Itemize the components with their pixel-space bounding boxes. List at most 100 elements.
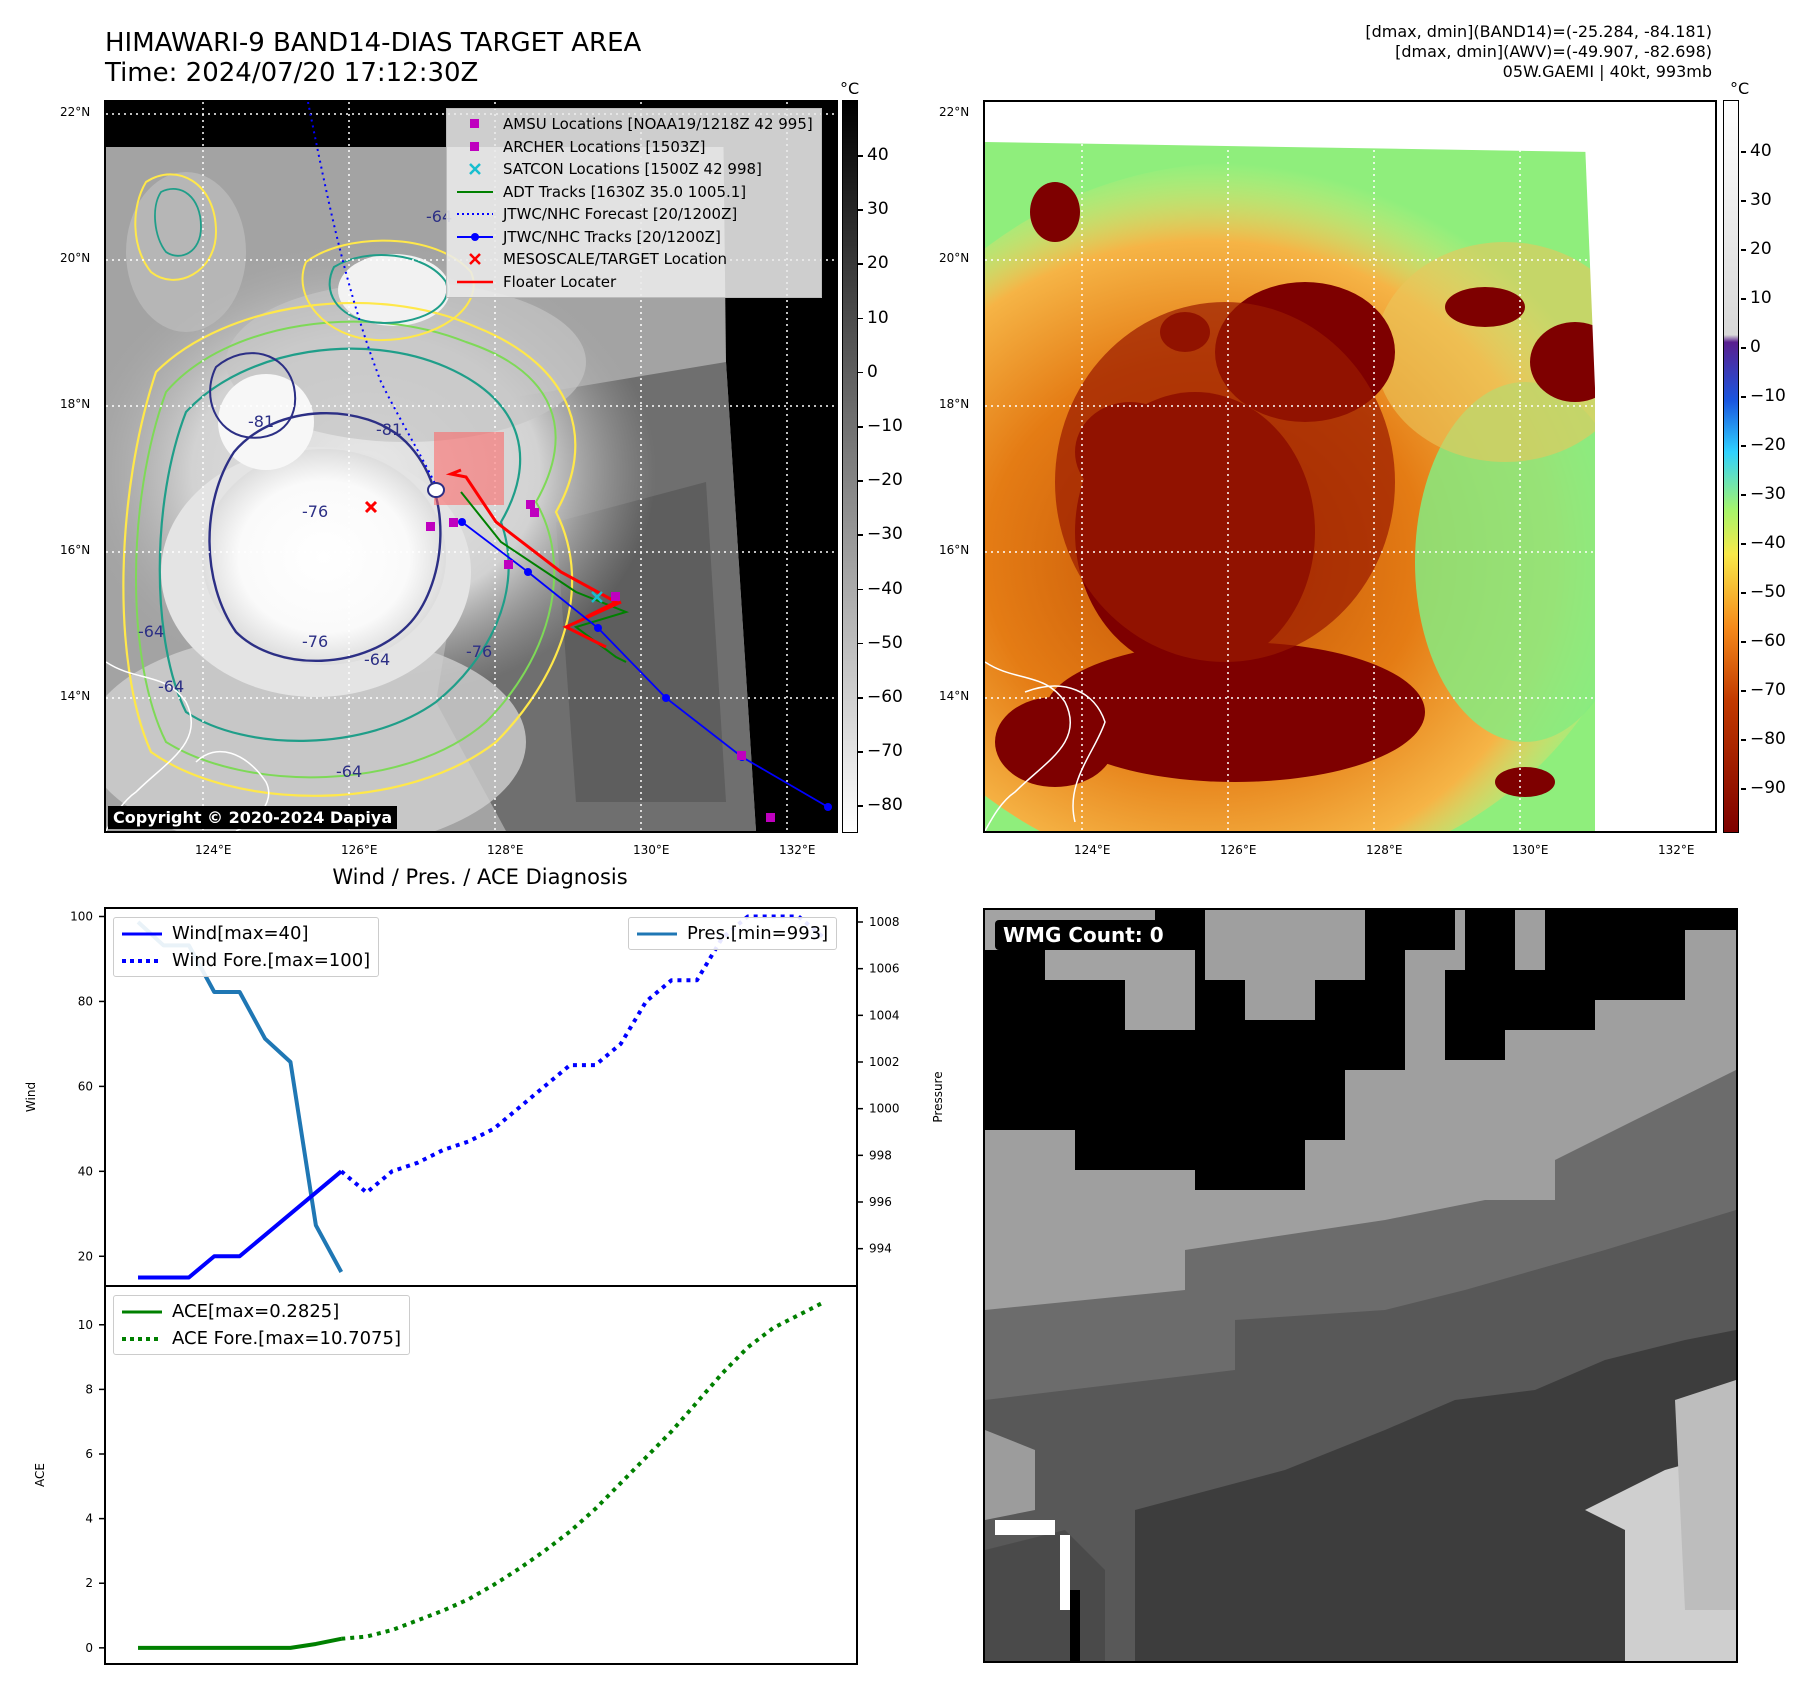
colorbar-tick-mark xyxy=(858,426,863,428)
colorbar-tick-label: −50 xyxy=(867,632,903,653)
colorbar-tick-mark xyxy=(1741,592,1746,594)
wind-tick-label: 20 xyxy=(78,1249,93,1263)
colorbar-tick-mark xyxy=(858,751,863,753)
map-legend: AMSU Locations [NOAA19/1218Z 42 995] ARC… xyxy=(446,108,822,298)
legend-floater: Floater Locater xyxy=(457,272,617,291)
header-storm-info: 05W.GAEMI | 40kt, 993mb xyxy=(1502,62,1712,81)
colorbar-tick-mark xyxy=(1741,249,1746,251)
pressure-tick-label: 994 xyxy=(869,1242,892,1256)
right-colorbar-unit: °C xyxy=(1730,79,1750,98)
left-colorbar xyxy=(842,100,858,833)
ace-tick-label: 8 xyxy=(85,1382,93,1396)
ace-tick-label: 4 xyxy=(85,1512,93,1526)
legend-amsu: AMSU Locations [NOAA19/1218Z 42 995] xyxy=(455,113,813,136)
colorbar-tick-mark xyxy=(1741,690,1746,692)
copyright-badge: Copyright © 2020-2024 Dapiya xyxy=(108,806,398,829)
lat-label: 16°N xyxy=(60,543,91,557)
contour-label: -64 xyxy=(138,622,165,641)
figure-timestamp: Time: 2024/07/20 17:12:30Z xyxy=(105,58,479,88)
colorbar-tick-label: −30 xyxy=(1750,484,1786,504)
colorbar-tick-label: 30 xyxy=(867,199,889,220)
colorbar-tick-mark xyxy=(1741,739,1746,741)
contour-label: -64 xyxy=(336,762,363,781)
legend-ace-forecast: ACE Fore.[max=10.7075] xyxy=(122,1328,401,1349)
wind-tick-label: 60 xyxy=(78,1079,93,1093)
colorbar-tick-label: 10 xyxy=(867,307,889,328)
colorbar-tick-mark xyxy=(1741,200,1746,202)
right-colorbar xyxy=(1723,100,1739,833)
ace-tick-label: 6 xyxy=(85,1447,93,1461)
colorbar-tick-label: −30 xyxy=(867,524,903,545)
legend-jtwc-tracks: JTWC/NHC Tracks [20/1200Z] xyxy=(455,226,813,249)
pressure-tick-label: 1002 xyxy=(869,1055,900,1069)
lat-label: 14°N xyxy=(939,689,970,703)
pressure-tick-label: 996 xyxy=(869,1195,892,1209)
colorbar-tick-label: −40 xyxy=(1750,533,1786,553)
pressure-tick-label: 998 xyxy=(869,1148,892,1162)
colorbar-tick-mark xyxy=(858,697,863,699)
colorbar-tick-mark xyxy=(858,642,863,645)
colorbar-tick-mark xyxy=(1741,396,1746,398)
ace-forecast-line xyxy=(341,1300,825,1641)
wind-forecast-line xyxy=(339,914,826,1195)
awv-map-panel xyxy=(983,100,1717,833)
legend-wind: Wind[max=40] xyxy=(122,923,309,944)
pressure-legend: Pres.[min=993] xyxy=(628,917,838,950)
lat-label: 22°N xyxy=(60,105,91,119)
colorbar-tick-mark xyxy=(858,263,863,265)
colorbar-tick-label: −10 xyxy=(1750,386,1786,406)
colorbar-tick-label: −40 xyxy=(867,578,903,599)
colorbar-tick-mark xyxy=(1741,298,1746,300)
legend-jtwc-forecast: JTWC/NHC Forecast [20/1200Z] xyxy=(457,205,738,223)
contour-label: -64 xyxy=(364,650,391,669)
lon-label: 130°E xyxy=(1512,843,1549,857)
lon-label: 126°E xyxy=(341,843,378,857)
ace-tick-label: 0 xyxy=(85,1641,93,1655)
lat-label: 14°N xyxy=(60,689,91,703)
colorbar-tick-label: −80 xyxy=(1750,729,1786,749)
colorbar-tick-mark xyxy=(858,805,863,807)
wmg-panel: WMG Count: 0 xyxy=(983,908,1738,1663)
ace-legend: ACE[max=0.2825] ACE Fore.[max=10.7075] xyxy=(113,1295,410,1355)
header-band14-range: [dmax, dmin](BAND14)=(-25.284, -84.181) xyxy=(1365,22,1712,41)
wind-tick-label: 40 xyxy=(78,1164,93,1178)
contour-label: -64 xyxy=(426,207,453,226)
pressure-tick-label: 1006 xyxy=(869,962,900,976)
wmg-canvas xyxy=(985,910,1736,1661)
colorbar-tick-label: 40 xyxy=(867,145,889,165)
legend-satcon: SATCON Locations [1500Z 42 998] xyxy=(455,158,813,181)
wind-tick-label: 80 xyxy=(78,994,93,1008)
colorbar-tick-label: −70 xyxy=(867,741,903,762)
contour-label: -76 xyxy=(302,502,329,521)
awv-map-canvas xyxy=(985,102,1715,831)
colorbar-tick-mark xyxy=(1741,494,1746,496)
colorbar-tick-mark xyxy=(1741,788,1746,790)
lon-label: 132°E xyxy=(779,843,816,857)
colorbar-tick-label: −60 xyxy=(867,687,903,707)
lon-label: 128°E xyxy=(1366,843,1403,857)
left-colorbar-unit: °C xyxy=(840,79,860,98)
colorbar-tick-label: −50 xyxy=(1750,582,1786,602)
lat-label: 16°N xyxy=(939,543,970,557)
wind-line xyxy=(138,1169,343,1280)
colorbar-tick-label: −70 xyxy=(1750,680,1786,700)
lat-label: 18°N xyxy=(60,397,91,411)
colorbar-tick-label: 30 xyxy=(1750,190,1772,210)
figure-title: HIMAWARI-9 BAND14-DIAS TARGET AREA xyxy=(105,28,642,58)
legend-archer: ARCHER Locations [1503Z] xyxy=(455,136,813,159)
colorbar-tick-label: 40 xyxy=(1750,141,1772,161)
colorbar-tick-label: −80 xyxy=(867,795,903,816)
pressure-tick-label: 1000 xyxy=(869,1102,900,1116)
ace-line xyxy=(138,1636,342,1650)
diagnosis-title: Wind / Pres. / ACE Diagnosis xyxy=(332,865,628,889)
colorbar-tick-label: 0 xyxy=(1750,337,1761,357)
wmg-count-badge: WMG Count: 0 xyxy=(995,920,1172,950)
lon-label: 124°E xyxy=(195,843,232,857)
lon-label: 124°E xyxy=(1074,843,1111,857)
lat-label: 18°N xyxy=(939,397,970,411)
lon-label: 126°E xyxy=(1220,843,1257,857)
colorbar-tick-mark xyxy=(858,317,863,320)
colorbar-tick-mark xyxy=(1741,445,1746,447)
ir-map-panel: -64 -76 -81 -81 -76 -64 -76 -64 -64 -64 AMSU Loca… xyxy=(104,100,838,833)
colorbar-tick-mark xyxy=(858,155,863,157)
